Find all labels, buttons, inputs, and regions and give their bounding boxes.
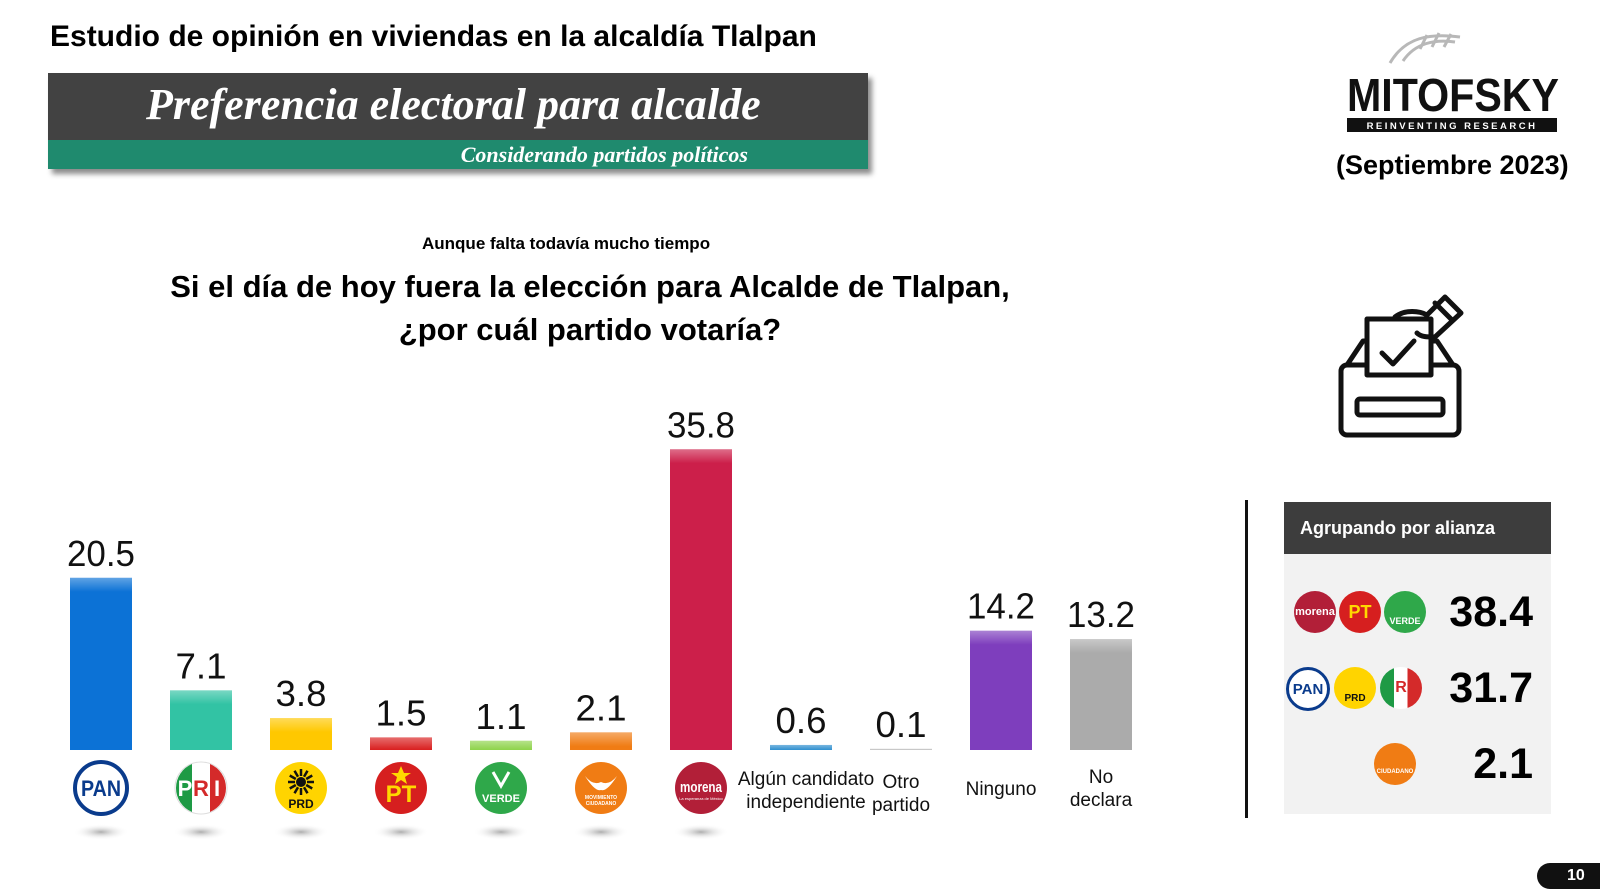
alliance-value: 38.4: [1449, 588, 1533, 636]
banner-title: Preferencia electoral para alcalde: [146, 80, 761, 129]
section-banner: Preferencia electoral para alcalde Consi…: [48, 73, 868, 169]
svg-text:R: R: [193, 776, 209, 801]
value-label-prd: 3.8: [276, 673, 327, 714]
value-label-pt: 1.5: [376, 692, 427, 733]
banner-top-bar: Preferencia electoral para alcalde: [48, 73, 868, 140]
logo-tagline-bar: [1347, 118, 1557, 132]
survey-date: (Septiembre 2023): [1336, 150, 1569, 180]
value-label-otro-partido: 0.1: [876, 704, 927, 745]
svg-text:PAN: PAN: [81, 776, 121, 801]
category-label-algun-candidato-independiente: Algún candidato: [738, 769, 874, 790]
value-label-ninguno: 14.2: [967, 586, 1035, 627]
pt-logo: PT: [1339, 591, 1381, 633]
bar-ninguno: [970, 630, 1032, 750]
prd-logo: PRD: [275, 762, 327, 814]
logo-shadow: [273, 824, 329, 840]
value-label-algun-candidato-independiente: 0.6: [776, 700, 827, 741]
logo-shadow: [673, 824, 729, 840]
svg-text:I: I: [214, 776, 220, 801]
bar-shine: [170, 690, 232, 705]
svg-text:PRD: PRD: [288, 797, 314, 811]
bar-shine: [370, 737, 432, 750]
banner-bottom-bar: Considerando partidos políticos: [48, 140, 868, 169]
alliance-value: 2.1: [1473, 740, 1533, 788]
mitofsky-logo: MITOFSKY REINVENTING RESEARCH: [1347, 32, 1559, 132]
value-label-pri: 7.1: [176, 645, 227, 686]
category-label-no-declara: No: [1089, 767, 1113, 788]
page-title: Estudio de opinión en viviendas en la al…: [50, 20, 817, 53]
page-number: 10: [1537, 863, 1600, 889]
svg-text:P: P: [178, 776, 193, 801]
bar-shine: [770, 744, 832, 750]
value-label-movimiento-ciudadano: 2.1: [576, 687, 627, 728]
morena-logo: morena: [1294, 591, 1336, 633]
svg-text:MOVIMIENTO: MOVIMIENTO: [585, 795, 617, 801]
value-label-verde: 1.1: [476, 696, 527, 737]
pri-logo: R: [1380, 667, 1422, 709]
logo-swoosh-icon: [1388, 32, 1461, 64]
verde-logo: VERDE: [475, 762, 527, 814]
svg-text:La esperanza de México: La esperanza de México: [679, 796, 723, 801]
bar-shine: [470, 740, 532, 750]
svg-text:CIUDADANO: CIUDADANO: [586, 801, 617, 807]
ballot-box-icon: [1338, 294, 1464, 438]
logo-shadow: [173, 824, 229, 840]
pt-logo: PT: [375, 762, 427, 814]
bar-shine: [970, 630, 1032, 645]
prd-logo: PRD: [1334, 667, 1376, 709]
logo-shadow: [373, 824, 429, 840]
value-label-no-declara: 13.2: [1067, 594, 1135, 635]
svg-text:VERDE: VERDE: [482, 793, 520, 805]
bar-otro-partido: [870, 748, 932, 750]
question-text: Si el día de hoy fuera la elección para …: [170, 269, 1010, 347]
alliance-row-morena-pt-verde: morena PT VERDE 38.4: [1284, 582, 1551, 642]
svg-text:morena: morena: [680, 779, 723, 796]
question-preamble: Aunque falta todavía mucho tiempo: [422, 234, 711, 253]
logo-shadow: [73, 824, 129, 840]
bar-morena: [670, 449, 732, 750]
alliance-row-mc: CIUDADANO 2.1: [1284, 734, 1551, 794]
verde-logo: VERDE: [1384, 591, 1426, 633]
panel-divider: [1245, 500, 1248, 818]
pan-logo: PAN: [73, 760, 129, 816]
bar-no-declara: [1070, 639, 1132, 750]
logo-brand: MITOFSKY: [1347, 69, 1559, 121]
bar-shine: [670, 449, 732, 464]
logo-shadow: [473, 824, 529, 840]
logo-shadow: [573, 824, 629, 840]
banner-subtitle: Considerando partidos políticos: [460, 142, 748, 167]
category-label-otro-partido: Otro: [883, 772, 920, 793]
bar-shine: [70, 577, 132, 592]
value-label-morena: 35.8: [667, 404, 735, 445]
category-label-algun-candidato-independiente: independiente: [746, 792, 865, 813]
alliance-panel: Agrupando por alianza morena PT VERDE 38…: [1284, 502, 1551, 814]
bar-shine: [1070, 639, 1132, 654]
alliance-row-pan-prd-pri: PAN PRD R 31.7: [1284, 658, 1551, 718]
checkmark-icon: [1379, 338, 1417, 367]
movimiento-ciudadano-logo: CIUDADANO: [1374, 743, 1416, 785]
pan-logo: PAN: [1286, 667, 1330, 711]
svg-text:PT: PT: [386, 781, 417, 808]
category-label-otro-partido: partido: [872, 795, 930, 816]
category-label-ninguno: Ninguno: [966, 779, 1037, 800]
alliance-value: 31.7: [1449, 664, 1533, 712]
alliance-header: Agrupando por alianza: [1284, 502, 1551, 554]
bar-shine: [270, 718, 332, 733]
bar-pan: [70, 577, 132, 750]
logo-tagline: REINVENTING RESEARCH: [1367, 121, 1538, 132]
category-label-no-declara: declara: [1070, 790, 1133, 811]
value-label-pan: 20.5: [67, 533, 135, 574]
bar-shine: [570, 732, 632, 747]
bar-chart: 20.5 7.1 3.8 1.5 1.1 2.1 35.8 0.6 0.1 14.2 13.2 Alg…: [67, 404, 1135, 840]
